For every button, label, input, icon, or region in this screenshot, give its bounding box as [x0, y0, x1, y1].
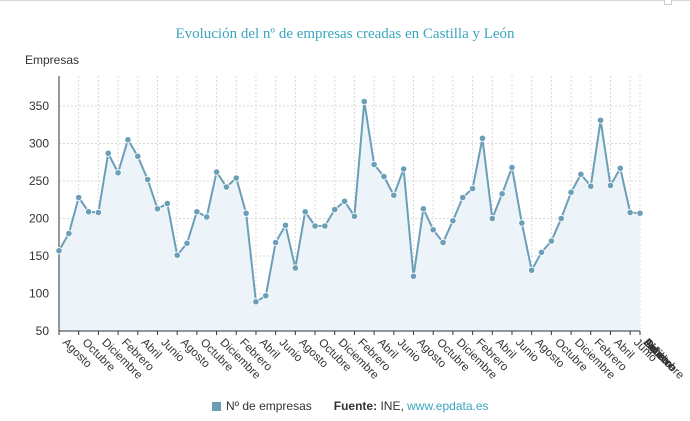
data-point — [321, 222, 329, 230]
data-point — [163, 199, 171, 208]
data-point — [281, 221, 290, 229]
data-point — [597, 116, 605, 124]
data-point — [350, 212, 359, 220]
data-point — [311, 222, 319, 230]
series-area — [59, 101, 640, 331]
data-point — [439, 238, 447, 247]
data-point — [203, 213, 211, 221]
data-point — [400, 165, 408, 173]
chart-legend: Nº de empresas Fuente: INE, www.epdata.es — [212, 399, 489, 413]
data-point — [94, 208, 102, 217]
source-label: Fuente: — [333, 399, 378, 413]
data-point — [518, 219, 526, 227]
data-point — [84, 208, 93, 216]
data-point — [419, 205, 427, 213]
legend-series-label[interactable]: Nº de empresas — [226, 399, 312, 413]
data-point — [360, 97, 368, 106]
data-point — [409, 272, 418, 280]
data-point — [104, 149, 112, 157]
data-point — [134, 152, 142, 160]
y-tick-label: 200 — [29, 212, 49, 226]
data-point — [75, 193, 83, 202]
data-point — [567, 188, 575, 196]
y-tick-label: 50 — [36, 324, 50, 338]
data-point — [429, 226, 437, 234]
data-point — [626, 208, 634, 217]
data-point — [193, 208, 201, 216]
data-point — [547, 237, 555, 245]
data-point — [173, 251, 181, 259]
data-point — [291, 264, 299, 272]
data-point — [183, 239, 191, 247]
data-point — [340, 197, 349, 205]
y-tick-label: 250 — [29, 174, 49, 188]
y-tick-label: 100 — [29, 287, 49, 301]
data-point — [537, 248, 546, 256]
data-point — [272, 238, 280, 247]
data-point — [577, 170, 585, 178]
data-point — [222, 183, 231, 191]
data-point — [636, 209, 644, 217]
source-link[interactable]: www.epdata.es — [407, 399, 489, 413]
data-point — [468, 184, 477, 193]
data-point — [449, 217, 457, 225]
data-point — [557, 214, 565, 223]
data-point — [242, 209, 250, 217]
data-point — [498, 190, 506, 198]
y-axis-title: Empresas — [25, 53, 80, 67]
legend-swatch — [212, 402, 221, 411]
data-point — [252, 298, 260, 306]
data-point — [232, 174, 240, 182]
corner-tab — [664, 0, 672, 5]
data-point — [390, 191, 398, 199]
data-point — [124, 136, 132, 144]
data-point — [301, 208, 309, 216]
y-tick-label: 350 — [29, 99, 49, 113]
data-point — [114, 169, 122, 177]
y-tick-label: 300 — [29, 137, 49, 151]
data-point — [65, 229, 73, 238]
data-point — [508, 163, 516, 172]
chart-title: Evolución del nº de empresas creadas en … — [175, 26, 515, 42]
data-point — [144, 175, 152, 184]
y-tick-label: 150 — [29, 249, 49, 263]
source-text: INE, — [377, 399, 408, 413]
data-point — [478, 134, 487, 142]
data-point — [488, 214, 496, 223]
data-point — [153, 205, 162, 213]
data-point — [262, 292, 270, 300]
data-point — [606, 181, 615, 190]
data-point — [55, 247, 63, 255]
data-point — [331, 205, 339, 214]
data-point — [370, 160, 378, 169]
data-point — [528, 266, 536, 274]
data-point — [459, 193, 467, 202]
data-point — [380, 172, 388, 181]
data-point — [212, 168, 221, 176]
data-point — [616, 164, 624, 172]
data-point — [587, 182, 595, 190]
top-border — [0, 0, 690, 3]
